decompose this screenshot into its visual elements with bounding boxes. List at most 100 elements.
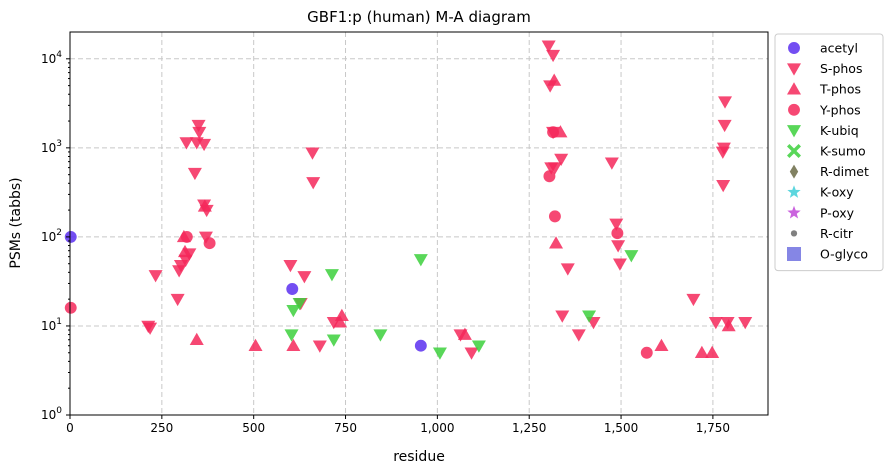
point-s-phos	[611, 240, 626, 253]
point-s-phos	[708, 317, 723, 330]
point-k-ubiq	[624, 250, 639, 263]
y-tick-base: 10	[41, 408, 56, 422]
y-tick-base: 10	[41, 319, 56, 333]
point-y-phos	[611, 227, 624, 240]
point-y-phos	[203, 237, 216, 250]
y-tick-label: 104	[41, 50, 62, 66]
legend-label-k-oxy: K-oxy	[820, 185, 854, 200]
y-axis-label: PSMs (tabbs)	[8, 177, 24, 268]
y-tick-label: 102	[41, 228, 62, 244]
point-k-ubiq	[582, 310, 597, 323]
point-s-phos	[297, 271, 312, 284]
legend-marker-r-dimet	[789, 164, 799, 179]
point-k-ubiq	[471, 340, 486, 353]
legend-marker-r-citr	[790, 230, 798, 237]
point-y-phos	[180, 230, 193, 243]
point-s-phos	[547, 162, 562, 175]
point-k-ubiq	[413, 254, 428, 267]
x-tick-label: 0	[66, 421, 74, 435]
y-tick-exponent: 2	[56, 228, 62, 238]
point-y-phos	[64, 301, 77, 314]
point-s-phos	[717, 119, 732, 133]
y-tick-exponent: 1	[56, 317, 62, 327]
x-tick-label: 250	[150, 421, 173, 435]
x-tick-label: 1,500	[604, 421, 638, 435]
point-s-phos	[197, 138, 212, 152]
point-k-ubiq	[292, 297, 307, 311]
point-s-phos	[612, 258, 627, 271]
point-t-phos	[333, 315, 348, 328]
y-tick-label: 100	[41, 406, 62, 422]
x-tick-label: 1,750	[696, 421, 730, 435]
data-points	[64, 40, 753, 360]
x-axis-label: residue	[393, 449, 445, 465]
y-tick-base: 10	[41, 141, 56, 155]
point-t-phos	[286, 338, 301, 351]
legend: acetyl S-phos T-phos Y-phos K-ubiq K-sumo R-di…	[774, 33, 884, 272]
plot-area	[69, 31, 769, 416]
y-tick-base: 10	[41, 230, 56, 244]
point-k-ubiq	[324, 269, 339, 282]
point-s-phos	[191, 119, 206, 133]
point-y-phos	[640, 346, 653, 359]
point-s-phos	[555, 310, 570, 323]
point-t-phos	[549, 236, 564, 249]
legend-marker-acetyl	[788, 42, 800, 54]
point-s-phos	[198, 231, 213, 244]
y-tick-label: 103	[41, 139, 62, 155]
legend-label-k-ubiq: K-ubiq	[820, 123, 859, 138]
point-k-ubiq	[284, 329, 299, 342]
legend-label-acetyl: acetyl	[820, 41, 858, 56]
point-k-ubiq	[432, 347, 447, 360]
point-s-phos	[718, 96, 733, 109]
point-t-phos	[457, 327, 472, 340]
point-s-phos	[192, 126, 207, 140]
point-t-phos	[334, 308, 349, 322]
point-y-phos	[548, 210, 561, 223]
point-s-phos	[546, 49, 561, 63]
point-s-phos	[143, 322, 158, 335]
point-s-phos	[306, 177, 321, 190]
legend-box	[774, 33, 884, 272]
point-y-phos	[543, 170, 556, 183]
point-t-phos	[654, 338, 669, 351]
legend-marker-o-glyco	[787, 247, 801, 261]
legend-label-k-sumo: K-sumo	[820, 144, 866, 159]
x-tick-label: 1,250	[512, 421, 546, 435]
legend-marker-k-ubiq	[787, 125, 801, 138]
point-s-phos	[716, 142, 731, 155]
point-t-phos	[177, 244, 192, 258]
point-acetyl	[64, 230, 77, 243]
point-s-phos	[716, 180, 731, 193]
point-y-phos	[547, 126, 560, 139]
x-tick-label: 500	[242, 421, 265, 435]
point-k-ubiq	[286, 305, 301, 318]
legend-label-y-phos: Y-phos	[819, 102, 861, 117]
legend-label-p-oxy: P-oxy	[820, 205, 855, 220]
point-s-phos	[305, 147, 320, 160]
legend-marker-k-sumo	[787, 144, 801, 158]
point-s-phos	[283, 260, 298, 273]
point-s-phos	[738, 317, 753, 330]
point-t-phos	[705, 345, 720, 359]
legend-marker-s-phos	[787, 63, 801, 76]
point-t-phos	[694, 345, 709, 359]
point-acetyl	[414, 339, 427, 352]
legend-label-s-phos: S-phos	[820, 61, 862, 76]
grid	[70, 32, 768, 415]
legend-label-o-glyco: O-glyco	[820, 247, 868, 262]
point-t-phos	[248, 338, 263, 351]
legend-label-t-phos: T-phos	[819, 82, 861, 97]
point-s-phos	[604, 157, 619, 170]
chart-title: GBF1:p (human) M-A diagram	[307, 8, 531, 26]
legend-marker-y-phos	[788, 103, 800, 116]
point-k-ubiq	[326, 334, 341, 347]
y-tick-base: 10	[41, 52, 56, 66]
point-k-ubiq	[373, 329, 388, 342]
legend-marker-t-phos	[787, 82, 801, 95]
legend-marker-p-oxy	[787, 205, 801, 219]
y-tick-exponent: 4	[56, 50, 62, 60]
legend-marker-k-oxy	[787, 185, 801, 198]
